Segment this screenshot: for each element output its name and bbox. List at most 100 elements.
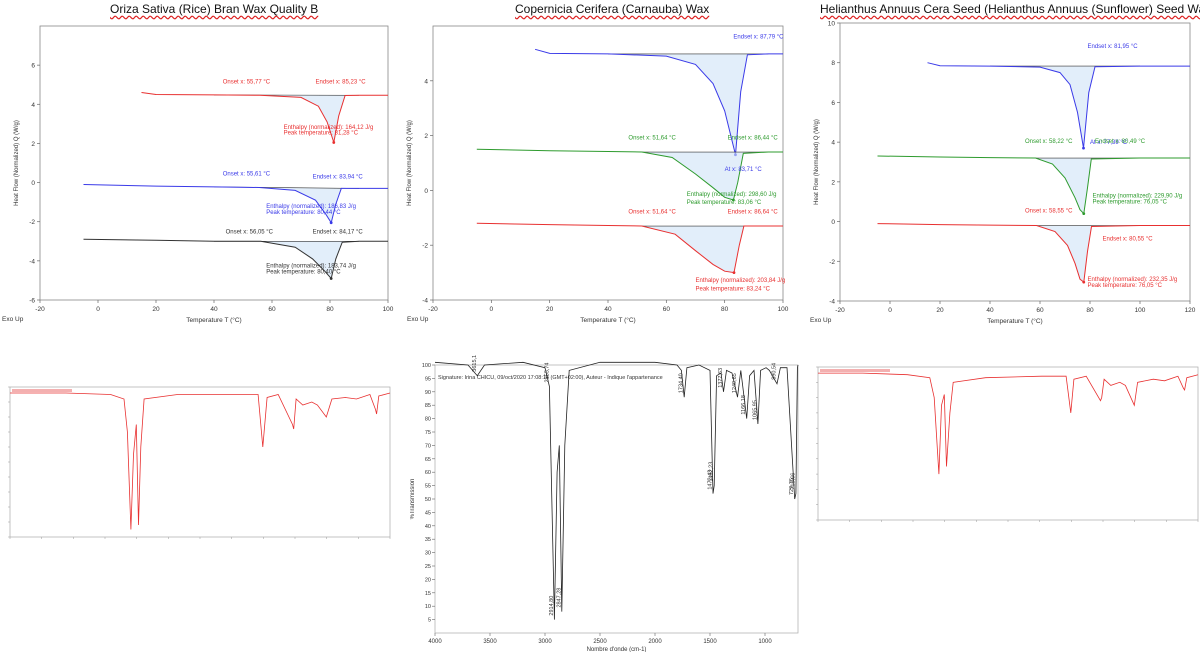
y-tick-label: 20: [425, 577, 431, 583]
peak-label: 1065,95: [752, 400, 758, 420]
spectrum-frame: [434, 364, 799, 634]
dsc-annotation: At x: 77,39 °C: [1090, 140, 1128, 146]
dsc-annotation: Peak temperature: 81,28 °C: [284, 131, 359, 137]
peak-label: 2847,28: [556, 588, 562, 608]
peak-label: 890,54: [772, 363, 778, 380]
integration-area: [214, 241, 359, 279]
x-axis-label: Nombre d'onde (cm-1): [587, 647, 647, 652]
y-tick-label: 0: [424, 188, 428, 195]
y-tick-label: 75: [425, 430, 431, 436]
y-tick-label: -2: [829, 259, 835, 266]
y-axis-label: %Transmission: [410, 479, 416, 520]
x-tick-label: 20: [152, 306, 160, 313]
dsc-annotation: At x: 83,71 °C: [725, 167, 763, 173]
x-tick-label: 80: [1086, 307, 1094, 314]
y-tick-label: -4: [829, 299, 835, 306]
peak-marker: [332, 141, 336, 144]
x-tick-label: 100: [778, 306, 789, 313]
dsc-annotation: Onset x: 58,55 °C: [1025, 209, 1073, 215]
dsc-annotation: Onset x: 55,61 °C: [223, 172, 271, 178]
peak-marker: [1082, 212, 1086, 216]
dsc-curve-2: [877, 223, 1190, 284]
peak-label: 1462,23: [709, 462, 715, 482]
peak-label: 3615,14: [472, 355, 478, 372]
dsc-annotation: Peak temperature: 83,06 °C: [687, 200, 762, 206]
dsc-curve-1: [83, 184, 388, 224]
dsc-annotation: Enthalpy (normalized): 298,60 J/g: [687, 192, 777, 198]
peak-marker: [329, 221, 333, 225]
signature-header: Signature: Irina CHICU, 09/oct/2020 17:0…: [438, 375, 663, 381]
peak-label: 718,66: [790, 473, 796, 490]
dsc-annotation: Peak temperature: 80,44 °C: [266, 210, 341, 216]
x-tick-label: 0: [888, 307, 892, 314]
dsc-annotation: Peak temperature: 76,05 °C: [1093, 200, 1168, 206]
peak-marker: [1082, 146, 1085, 150]
y-tick-label: 45: [425, 510, 431, 516]
dsc-annotation: Endset x: 86,44 °C: [728, 136, 779, 142]
x-tick-label: 0: [96, 306, 100, 313]
y-tick-label: -4: [422, 298, 428, 305]
x-tick-label: -20: [835, 307, 845, 314]
peak-marker: [732, 198, 735, 202]
y-tick-label: 50: [425, 497, 431, 503]
dsc-annotation: Enthalpy (normalized): 229,90 J/g: [1093, 194, 1183, 200]
dsc-annotation: Enthalpy (normalized): 186,83 J/g: [266, 204, 356, 210]
y-tick-label: 6: [31, 63, 35, 70]
peak-marker: [1082, 280, 1086, 284]
dsc-curve-0: [927, 62, 1190, 149]
y-tick-label: 0: [831, 219, 835, 226]
dsc-annotation: Enthalpy (normalized): 203,84 J/g: [696, 278, 786, 284]
integration-area: [1036, 225, 1140, 283]
dsc-curve-1: [476, 148, 783, 201]
exo-up-label: Exo Up: [2, 316, 24, 323]
ftir-sunflower-chart: [816, 366, 1199, 522]
y-tick-label: 100: [422, 363, 431, 369]
y-tick-label: 40: [425, 524, 431, 530]
x-tick-label: 40: [604, 306, 612, 313]
y-tick-label: 5: [428, 618, 431, 624]
y-tick-label: 2: [424, 133, 428, 140]
ir-spectrum-line: [10, 392, 391, 530]
x-tick-label: 3500: [483, 639, 497, 645]
integration-area: [641, 226, 769, 273]
y-axis-label: Heat Flow (Normalized) Q (W/g): [814, 119, 820, 205]
y-tick-label: 60: [425, 470, 431, 476]
peak-marker: [329, 277, 333, 280]
ftir-rice-bran-panel: [0, 385, 392, 550]
y-tick-label: 4: [831, 140, 835, 147]
dsc-curve-1: [877, 155, 1190, 215]
x-tick-label: 40: [210, 306, 218, 313]
peak-label: 1249,65: [732, 373, 738, 393]
chart-title-rice-bran: Oriza Sativa (Rice) Bran Wax Quality B: [110, 2, 319, 16]
ir-spectrum-line: [434, 361, 799, 620]
dsc-annotation: Peak temperature: 83,24 °C: [696, 286, 771, 292]
dsc-annotation: Onset x: 51,64 °C: [628, 210, 676, 216]
x-tick-label: 80: [326, 306, 334, 313]
dsc-carnauba-panel: -4 -2 0 2 4 -20 0 20 40 60 80 100 Heat Flow (Normali…: [405, 18, 800, 328]
peak-label: 2955,74: [544, 363, 550, 383]
x-tick-label: 100: [383, 306, 394, 313]
x-tick-label: 60: [663, 306, 671, 313]
chart-title-carnauba: Copernicia Cerifera (Carnauba) Wax: [515, 2, 710, 16]
dsc-sunflower-panel: -4 -2 0 2 4 6 8 10 -20 0 20 40 60 80 100 120 Heat Flow (…: [808, 18, 1200, 338]
x-tick-label: 120: [1185, 307, 1196, 314]
ftir-sunflower-panel: [810, 365, 1200, 535]
y-tick-label: 2: [31, 141, 35, 148]
y-tick-label: 25: [425, 564, 431, 570]
dsc-annotation: Onset x: 55,77 °C: [223, 80, 271, 86]
ftir-carnauba-chart: 5 10 15 20 25 30 35 40 45 50 55 60 65 70 75 80 85 90 95 100…: [410, 355, 799, 652]
y-tick-label: 55: [425, 484, 431, 490]
peak-label: 1472,43: [708, 470, 714, 490]
peak-label: 1734,40: [679, 373, 685, 393]
peak-label: 1377,63: [718, 368, 724, 388]
y-tick-label: 15: [425, 591, 431, 597]
dsc-curve-0: [141, 92, 388, 143]
dsc-annotation: Peak temperature: 80,40 °C: [266, 270, 341, 276]
dsc-curve-2: [476, 222, 783, 274]
y-tick-label: 80: [425, 417, 431, 423]
x-tick-label: 1000: [758, 639, 772, 645]
x-axis-label: Temperature T (°C): [580, 316, 635, 324]
y-tick-label: 65: [425, 457, 431, 463]
exo-up-label: Exo Up: [407, 316, 429, 323]
